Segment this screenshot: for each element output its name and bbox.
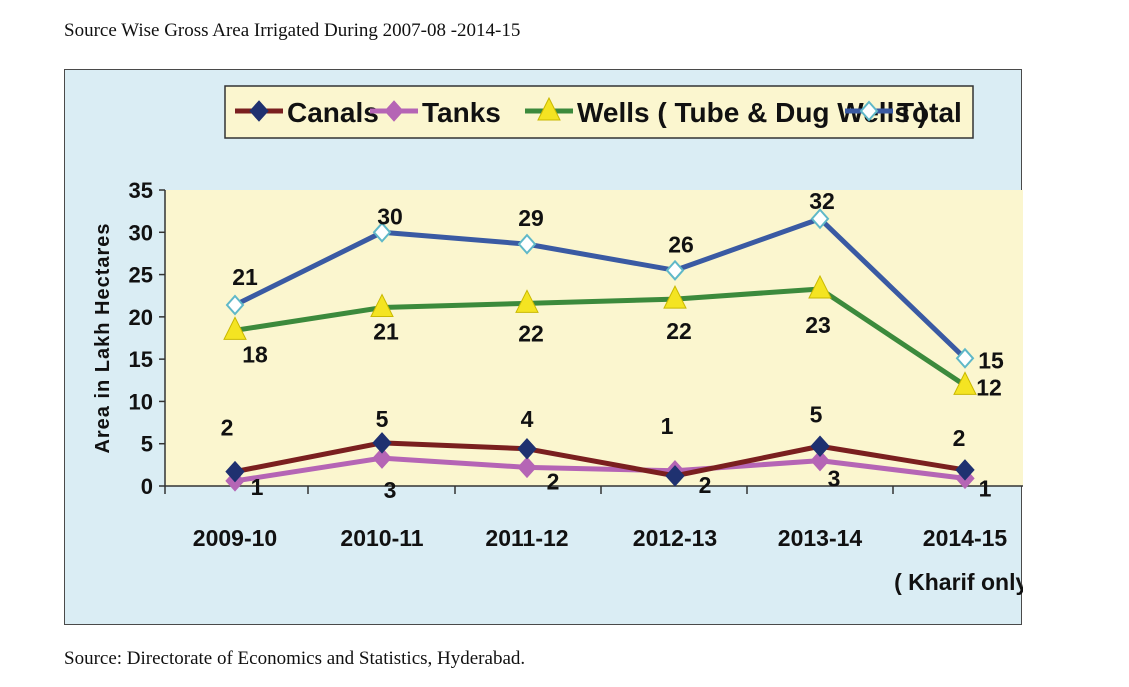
data-label-0-2: 4 [521,406,534,432]
y-tick-label-4: 20 [129,305,153,330]
x-tick-label-2: 2011-12 [485,525,568,551]
data-label-3-0: 21 [232,264,258,290]
series-line-3 [233,216,967,361]
y-tick-label-3: 15 [129,347,153,372]
data-label-3-1: 30 [377,203,403,229]
point-3-2 [517,233,537,255]
point-0-2 [517,438,537,460]
x-tick-label-3: 2012-13 [633,525,717,551]
series-line-0 [234,440,966,479]
data-label-2-0: 18 [242,341,268,367]
x-tick-label-4: 2013-14 [778,525,863,551]
data-label-2-2: 22 [518,320,544,346]
point-2-2 [515,289,539,313]
legend-marker-3 [859,100,879,122]
y-tick-label-5: 25 [129,263,153,288]
chart-frame: Canals Tanks Wells ( Tube & Dug Wells ) Tot… [64,69,1023,625]
data-label-2-3: 22 [666,318,692,344]
data-label-0-1: 5 [376,406,389,432]
data-label-0-0: 2 [221,415,234,441]
y-tick-label-7: 35 [129,178,153,203]
legend-marker-1 [384,100,404,122]
data-label-3-4: 32 [809,188,835,214]
y-tick-label-0: 0 [141,474,153,499]
y-tick-label-1: 5 [141,432,153,457]
data-label-1-4: 3 [828,466,841,492]
point-2-3 [663,284,687,309]
data-label-1-0: 1 [251,474,264,500]
chart-svg: Canals Tanks Wells ( Tube & Dug Wells )Tot… [92,85,1023,595]
data-label-2-5: 12 [976,374,1002,400]
y-axis-title: Area in Lakh Hectares [92,222,114,453]
x-tick-label-1: 2010-11 [340,525,423,551]
data-label-2-1: 21 [373,319,399,345]
plot-area [165,190,1023,486]
point-3-3 [665,259,685,281]
data-label-0-3: 1 [661,413,674,439]
x-tick-label-5: 2014-15 [923,525,1008,551]
series-line-1 [234,455,966,484]
page-title: Source Wise Gross Area Irrigated During … [64,20,521,41]
x-category-note: ( Kharif only) [894,569,1023,595]
data-label-0-4: 5 [810,401,823,427]
point-0-4 [810,435,830,457]
data-label-1-2: 2 [547,468,560,494]
legend-label-0: Canals [287,97,379,128]
point-2-4 [808,274,832,299]
point-0-3 [665,465,685,487]
legend-label-1: Tanks [422,97,501,128]
data-label-3-5: 15 [978,347,1004,373]
point-1-1 [372,447,392,469]
data-label-1-1: 3 [384,477,397,503]
point-2-5 [953,371,977,395]
legend-marker-0 [249,100,269,122]
point-2-0 [223,316,247,340]
legend-marker-2 [537,96,561,121]
point-0-0 [225,460,245,483]
point-0-5 [955,459,975,481]
point-0-1 [372,432,392,454]
source-note: Source: Directorate of Economics and Sta… [64,648,526,669]
x-tick-label-0: 2009-10 [193,525,277,551]
data-label-1-3: 2 [699,472,712,498]
data-label-2-4: 23 [805,312,831,338]
y-tick-label-6: 30 [129,220,153,245]
legend-label-3: Total [897,97,962,128]
y-tick-label-2: 10 [129,389,153,414]
data-label-3-2: 29 [518,205,544,231]
point-1-4 [810,449,830,472]
data-label-0-5: 2 [953,425,966,451]
point-1-2 [517,456,537,479]
point-3-4 [810,208,830,230]
data-label-1-5: 1 [979,475,992,501]
point-3-5 [955,347,975,369]
series-line-2 [234,286,967,388]
point-3-1 [372,221,392,243]
point-3-0 [225,294,245,316]
data-label-3-3: 26 [668,231,694,257]
point-2-1 [370,293,394,318]
